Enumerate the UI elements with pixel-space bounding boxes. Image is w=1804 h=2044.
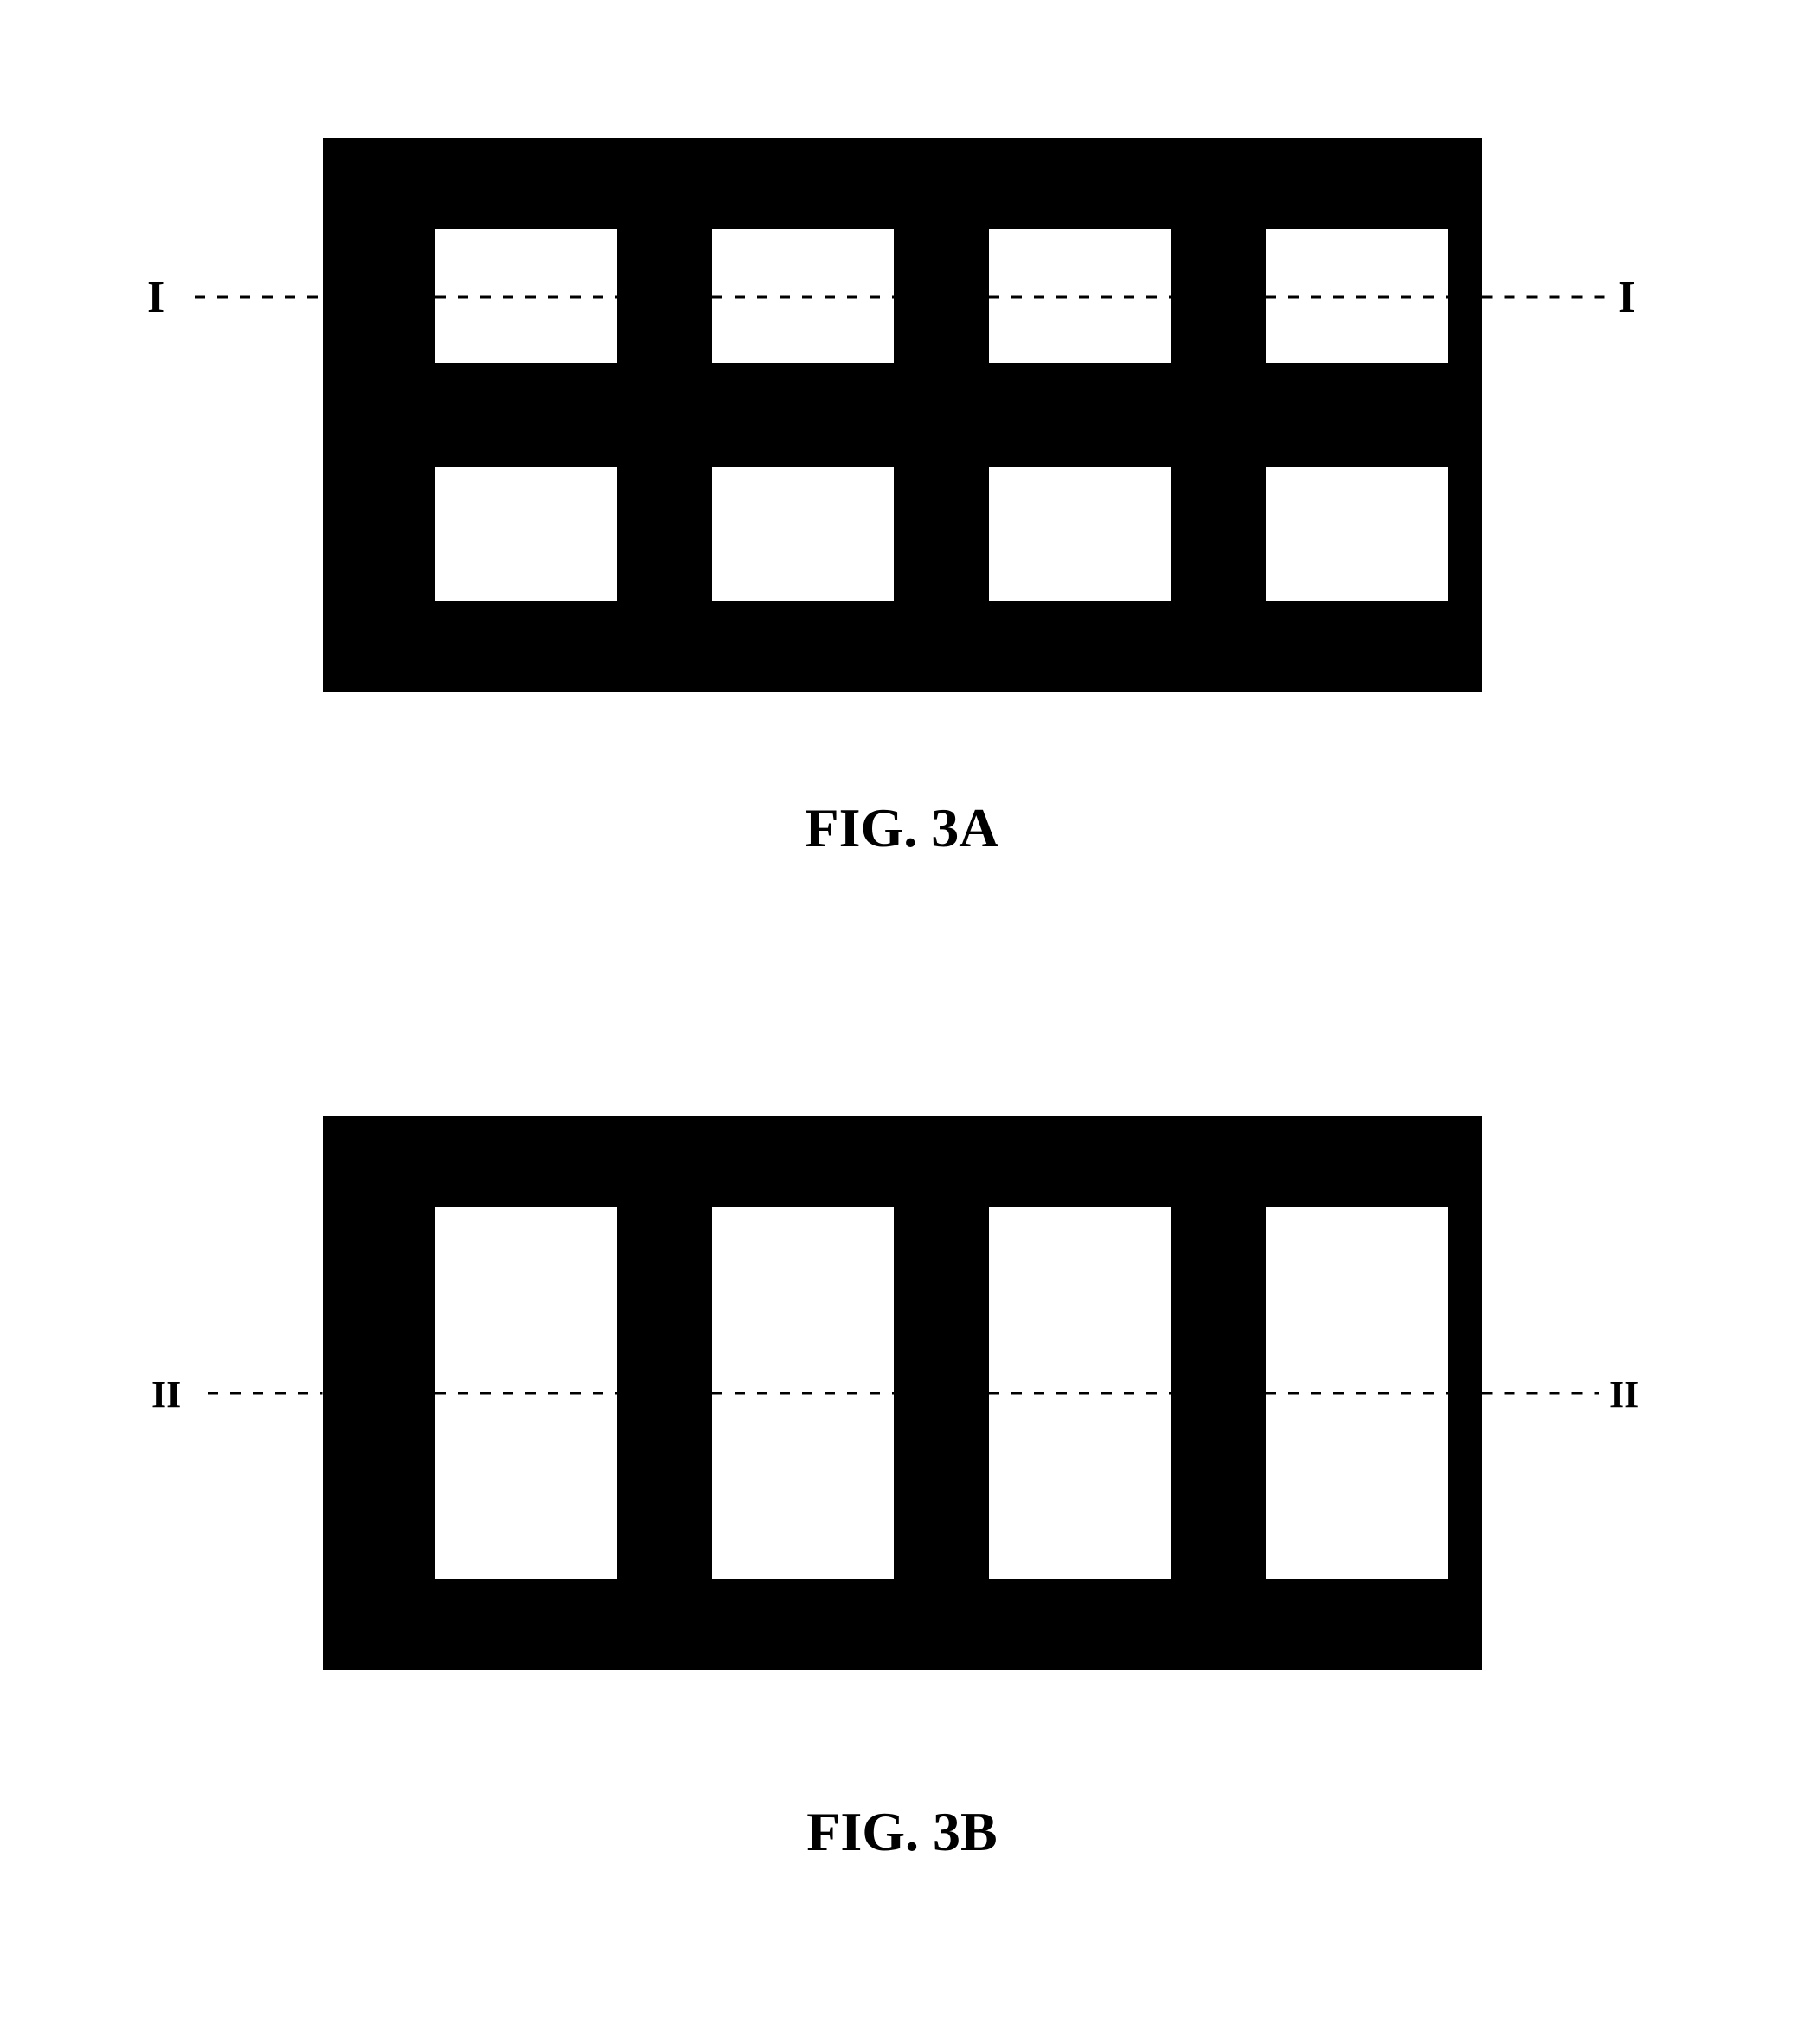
figure-3b-block: II II FIG. 3B <box>0 1116 1804 1883</box>
figure-3b-caption: FIG. 3B <box>0 1800 1804 1864</box>
figure-3a-outer-dashes <box>0 138 1 139</box>
figure-3a-caption: FIG. 3A <box>0 796 1804 860</box>
figure-3a-block: I I FIG. 3A <box>0 138 1804 879</box>
figA-opening <box>1266 467 1448 601</box>
section-label-I-right: I <box>1618 272 1635 323</box>
page: I I FIG. 3A II II FIG. 3B <box>0 0 1804 2044</box>
figure-3a-section-line <box>323 138 324 139</box>
figure-3b-section-line <box>323 1116 324 1117</box>
figure-3b-wrap <box>323 1116 1482 1670</box>
section-label-II-left: II <box>151 1372 181 1417</box>
figA-opening <box>989 467 1171 601</box>
figure-3b-outer-dashes <box>0 1116 1 1117</box>
figA-opening <box>712 467 894 601</box>
figure-3a-mask <box>323 138 1482 692</box>
figure-3a-wrap <box>323 138 1482 692</box>
section-label-I-left: I <box>147 272 164 323</box>
section-label-II-right: II <box>1609 1372 1639 1417</box>
figA-opening <box>435 467 617 601</box>
